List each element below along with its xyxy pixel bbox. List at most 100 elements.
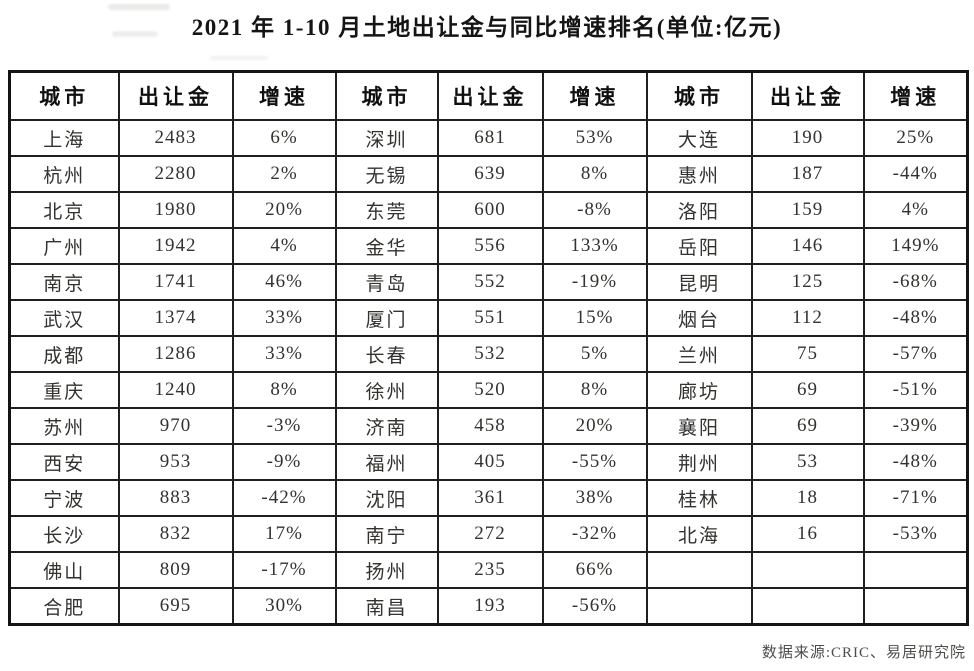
table-row: 佛山 809 -17% 扬州 235 66%	[8, 551, 969, 589]
amount-cell: 159	[750, 191, 865, 229]
city-cell: 福州	[334, 443, 439, 481]
city-cell: 无锡	[334, 155, 439, 193]
growth-cell: 33%	[231, 335, 337, 373]
city-cell: 扬州	[334, 551, 439, 589]
column-header-city: 城市	[334, 70, 439, 121]
column-header-amount: 出让金	[750, 70, 865, 121]
growth-cell: 4%	[231, 227, 337, 265]
table-row: 广州 1942 4% 金华 556 133% 岳阳 146 149%	[8, 227, 969, 265]
growth-cell: -19%	[541, 263, 648, 301]
growth-cell: -48%	[862, 299, 969, 337]
amount-cell: 520	[436, 371, 544, 409]
city-cell: 济南	[334, 407, 439, 445]
growth-cell: -44%	[862, 155, 969, 193]
amount-cell: 832	[117, 515, 234, 553]
column-header-amount: 出让金	[117, 70, 234, 121]
growth-cell: 46%	[231, 263, 337, 301]
amount-cell: 695	[117, 587, 234, 626]
city-cell: 合肥	[8, 587, 120, 626]
growth-cell: -8%	[541, 191, 648, 229]
city-cell: 洛阳	[645, 191, 753, 229]
growth-cell: -9%	[231, 443, 337, 481]
city-cell: 苏州	[8, 407, 120, 445]
growth-cell: -55%	[541, 443, 648, 481]
growth-cell: 149%	[862, 227, 969, 265]
growth-cell: -56%	[541, 587, 648, 626]
amount-cell: 556	[436, 227, 544, 265]
data-source-note: 数据来源:CRIC、易居研究院	[761, 645, 966, 661]
growth-cell: 8%	[541, 155, 648, 193]
amount-cell: 235	[436, 551, 544, 589]
amount-cell: 1286	[117, 335, 234, 373]
city-cell	[645, 587, 753, 626]
growth-cell: 6%	[231, 119, 337, 157]
growth-cell: 8%	[541, 371, 648, 409]
city-cell: 襄阳	[645, 407, 753, 445]
amount-cell: 16	[750, 515, 865, 553]
city-cell: 武汉	[8, 299, 120, 337]
growth-cell: 66%	[541, 551, 648, 589]
city-cell: 佛山	[8, 551, 120, 589]
amount-cell: 2280	[117, 155, 234, 193]
scan-artifact	[112, 31, 158, 37]
city-cell: 惠州	[645, 155, 753, 193]
city-cell: 沈阳	[334, 479, 439, 517]
column-header-city: 城市	[8, 70, 120, 121]
city-cell: 东莞	[334, 191, 439, 229]
table-row: 宁波 883 -42% 沈阳 361 38% 桂林 18 -71%	[8, 479, 969, 517]
growth-cell: 2%	[231, 155, 337, 193]
growth-cell: -68%	[862, 263, 969, 301]
amount-cell: 187	[750, 155, 865, 193]
growth-cell: -39%	[862, 407, 969, 445]
growth-cell: -17%	[231, 551, 337, 589]
growth-cell: 53%	[541, 119, 648, 157]
amount-cell: 458	[436, 407, 544, 445]
city-cell: 南宁	[334, 515, 439, 553]
city-cell: 昆明	[645, 263, 753, 301]
growth-cell: 25%	[862, 119, 969, 157]
growth-cell: -53%	[862, 515, 969, 553]
growth-cell: -57%	[862, 335, 969, 373]
city-cell: 兰州	[645, 335, 753, 373]
growth-cell: 15%	[541, 299, 648, 337]
amount-cell: 681	[436, 119, 544, 157]
table-row: 北京 1980 20% 东莞 600 -8% 洛阳 159 4%	[8, 191, 969, 229]
city-cell: 金华	[334, 227, 439, 265]
amount-cell: 75	[750, 335, 865, 373]
growth-cell: 4%	[862, 191, 969, 229]
growth-cell: 20%	[231, 191, 337, 229]
amount-cell: 1980	[117, 191, 234, 229]
city-cell: 南昌	[334, 587, 439, 626]
column-header-growth: 增速	[541, 70, 648, 121]
amount-cell: 639	[436, 155, 544, 193]
amount-cell: 2483	[117, 119, 234, 157]
column-header-city: 城市	[645, 70, 753, 121]
city-cell: 烟台	[645, 299, 753, 337]
scan-artifact	[108, 4, 170, 10]
growth-cell	[862, 551, 969, 589]
scan-artifact	[210, 56, 268, 60]
growth-cell: 33%	[231, 299, 337, 337]
amount-cell: 193	[436, 587, 544, 626]
city-cell: 北京	[8, 191, 120, 229]
amount-cell: 18	[750, 479, 865, 517]
city-cell: 青岛	[334, 263, 439, 301]
amount-cell: 69	[750, 407, 865, 445]
table-row: 合肥 695 30% 南昌 193 -56%	[8, 587, 969, 626]
amount-cell: 112	[750, 299, 865, 337]
table-row: 西安 953 -9% 福州 405 -55% 荆州 53 -48%	[8, 443, 969, 481]
city-cell: 大连	[645, 119, 753, 157]
amount-cell: 970	[117, 407, 234, 445]
city-cell: 宁波	[8, 479, 120, 517]
growth-cell: -71%	[862, 479, 969, 517]
amount-cell: 552	[436, 263, 544, 301]
growth-cell: 5%	[541, 335, 648, 373]
table-row: 苏州 970 -3% 济南 458 20% 襄阳 69 -39%	[8, 407, 969, 445]
city-cell: 长春	[334, 335, 439, 373]
amount-cell: 53	[750, 443, 865, 481]
growth-cell: 30%	[231, 587, 337, 626]
growth-cell: 17%	[231, 515, 337, 553]
column-header-growth: 增速	[862, 70, 969, 121]
growth-cell: -51%	[862, 371, 969, 409]
